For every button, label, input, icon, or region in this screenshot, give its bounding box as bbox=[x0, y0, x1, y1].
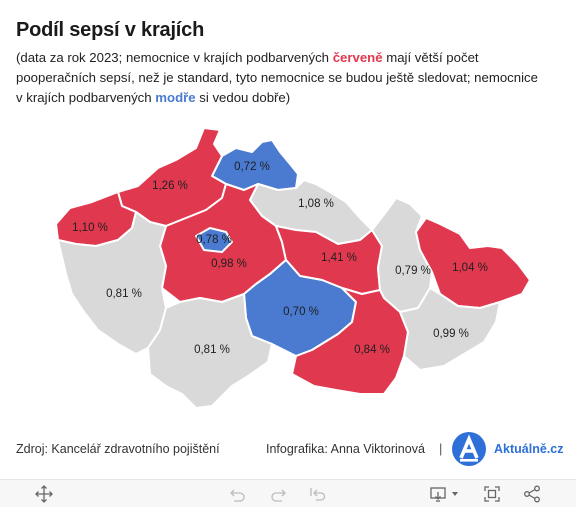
subtitle: (data za rok 2023; nemocnice v krajích p… bbox=[16, 48, 546, 108]
region-label-zlinsky: 0,99 % bbox=[433, 328, 469, 340]
subtitle-red-word: červeně bbox=[332, 50, 383, 65]
subtitle-blue-word: modře bbox=[155, 90, 196, 105]
revert-icon[interactable] bbox=[308, 484, 328, 504]
source-note: Zdroj: Kancelář zdravotního pojištění bbox=[16, 442, 220, 456]
region-label-karlovarsky: 1,10 % bbox=[72, 222, 108, 234]
region-label-stredocesky: 0,98 % bbox=[211, 258, 247, 270]
redo-icon[interactable] bbox=[268, 484, 288, 504]
region-label-moravskoslezsky: 1,04 % bbox=[452, 262, 488, 274]
region-label-vysocina: 0,70 % bbox=[283, 306, 319, 318]
region-label-ustecky: 1,26 % bbox=[152, 180, 188, 192]
region-label-jihomoravsky: 0,84 % bbox=[354, 344, 390, 356]
region-zlinsky[interactable] bbox=[399, 287, 501, 371]
page-title: Podíl sepsí v krajích bbox=[16, 19, 205, 41]
region-plzensky[interactable] bbox=[57, 211, 167, 355]
viz-toolbar bbox=[0, 479, 576, 507]
region-label-liberecky: 0,72 % bbox=[234, 161, 270, 173]
logo-text[interactable]: Aktuálně.cz bbox=[494, 442, 564, 456]
move-icon[interactable] bbox=[34, 484, 54, 504]
aktualne-logo-icon[interactable] bbox=[452, 432, 486, 466]
infographic-credit: Infografika: Anna Viktorinová bbox=[266, 442, 425, 456]
subtitle-part-3: si vedou dobře) bbox=[195, 90, 291, 105]
download-icon[interactable] bbox=[428, 484, 462, 504]
region-label-olomoucky: 0,79 % bbox=[395, 265, 431, 277]
region-label-plzensky: 0,81 % bbox=[106, 288, 142, 300]
share-icon[interactable] bbox=[522, 484, 542, 504]
subtitle-part-1: (data za rok 2023; nemocnice v krajích p… bbox=[16, 50, 333, 65]
map-svg bbox=[55, 127, 531, 409]
region-label-praha: 0,78 % bbox=[196, 234, 232, 246]
footer-separator: | bbox=[439, 441, 443, 456]
region-moravskoslezsky[interactable] bbox=[415, 217, 531, 309]
fullscreen-icon[interactable] bbox=[482, 484, 502, 504]
subtitle-part-2: mají větší počet pooperačních sepsí, než… bbox=[16, 50, 538, 105]
region-praha[interactable] bbox=[195, 227, 233, 253]
undo-icon[interactable] bbox=[228, 484, 248, 504]
region-jihomoravsky[interactable] bbox=[291, 287, 409, 395]
region-jihocesky[interactable] bbox=[147, 293, 273, 409]
region-label-pardubicky: 1,41 % bbox=[321, 252, 357, 264]
region-label-kralovehradecky: 1,08 % bbox=[298, 198, 334, 210]
region-label-jihocesky: 0,81 % bbox=[194, 344, 230, 356]
czech-regions-map: 1,26 % 0,72 % 1,08 % 1,10 % 0,78 % 0,98 … bbox=[0, 118, 576, 418]
region-olomoucky[interactable] bbox=[371, 197, 433, 313]
